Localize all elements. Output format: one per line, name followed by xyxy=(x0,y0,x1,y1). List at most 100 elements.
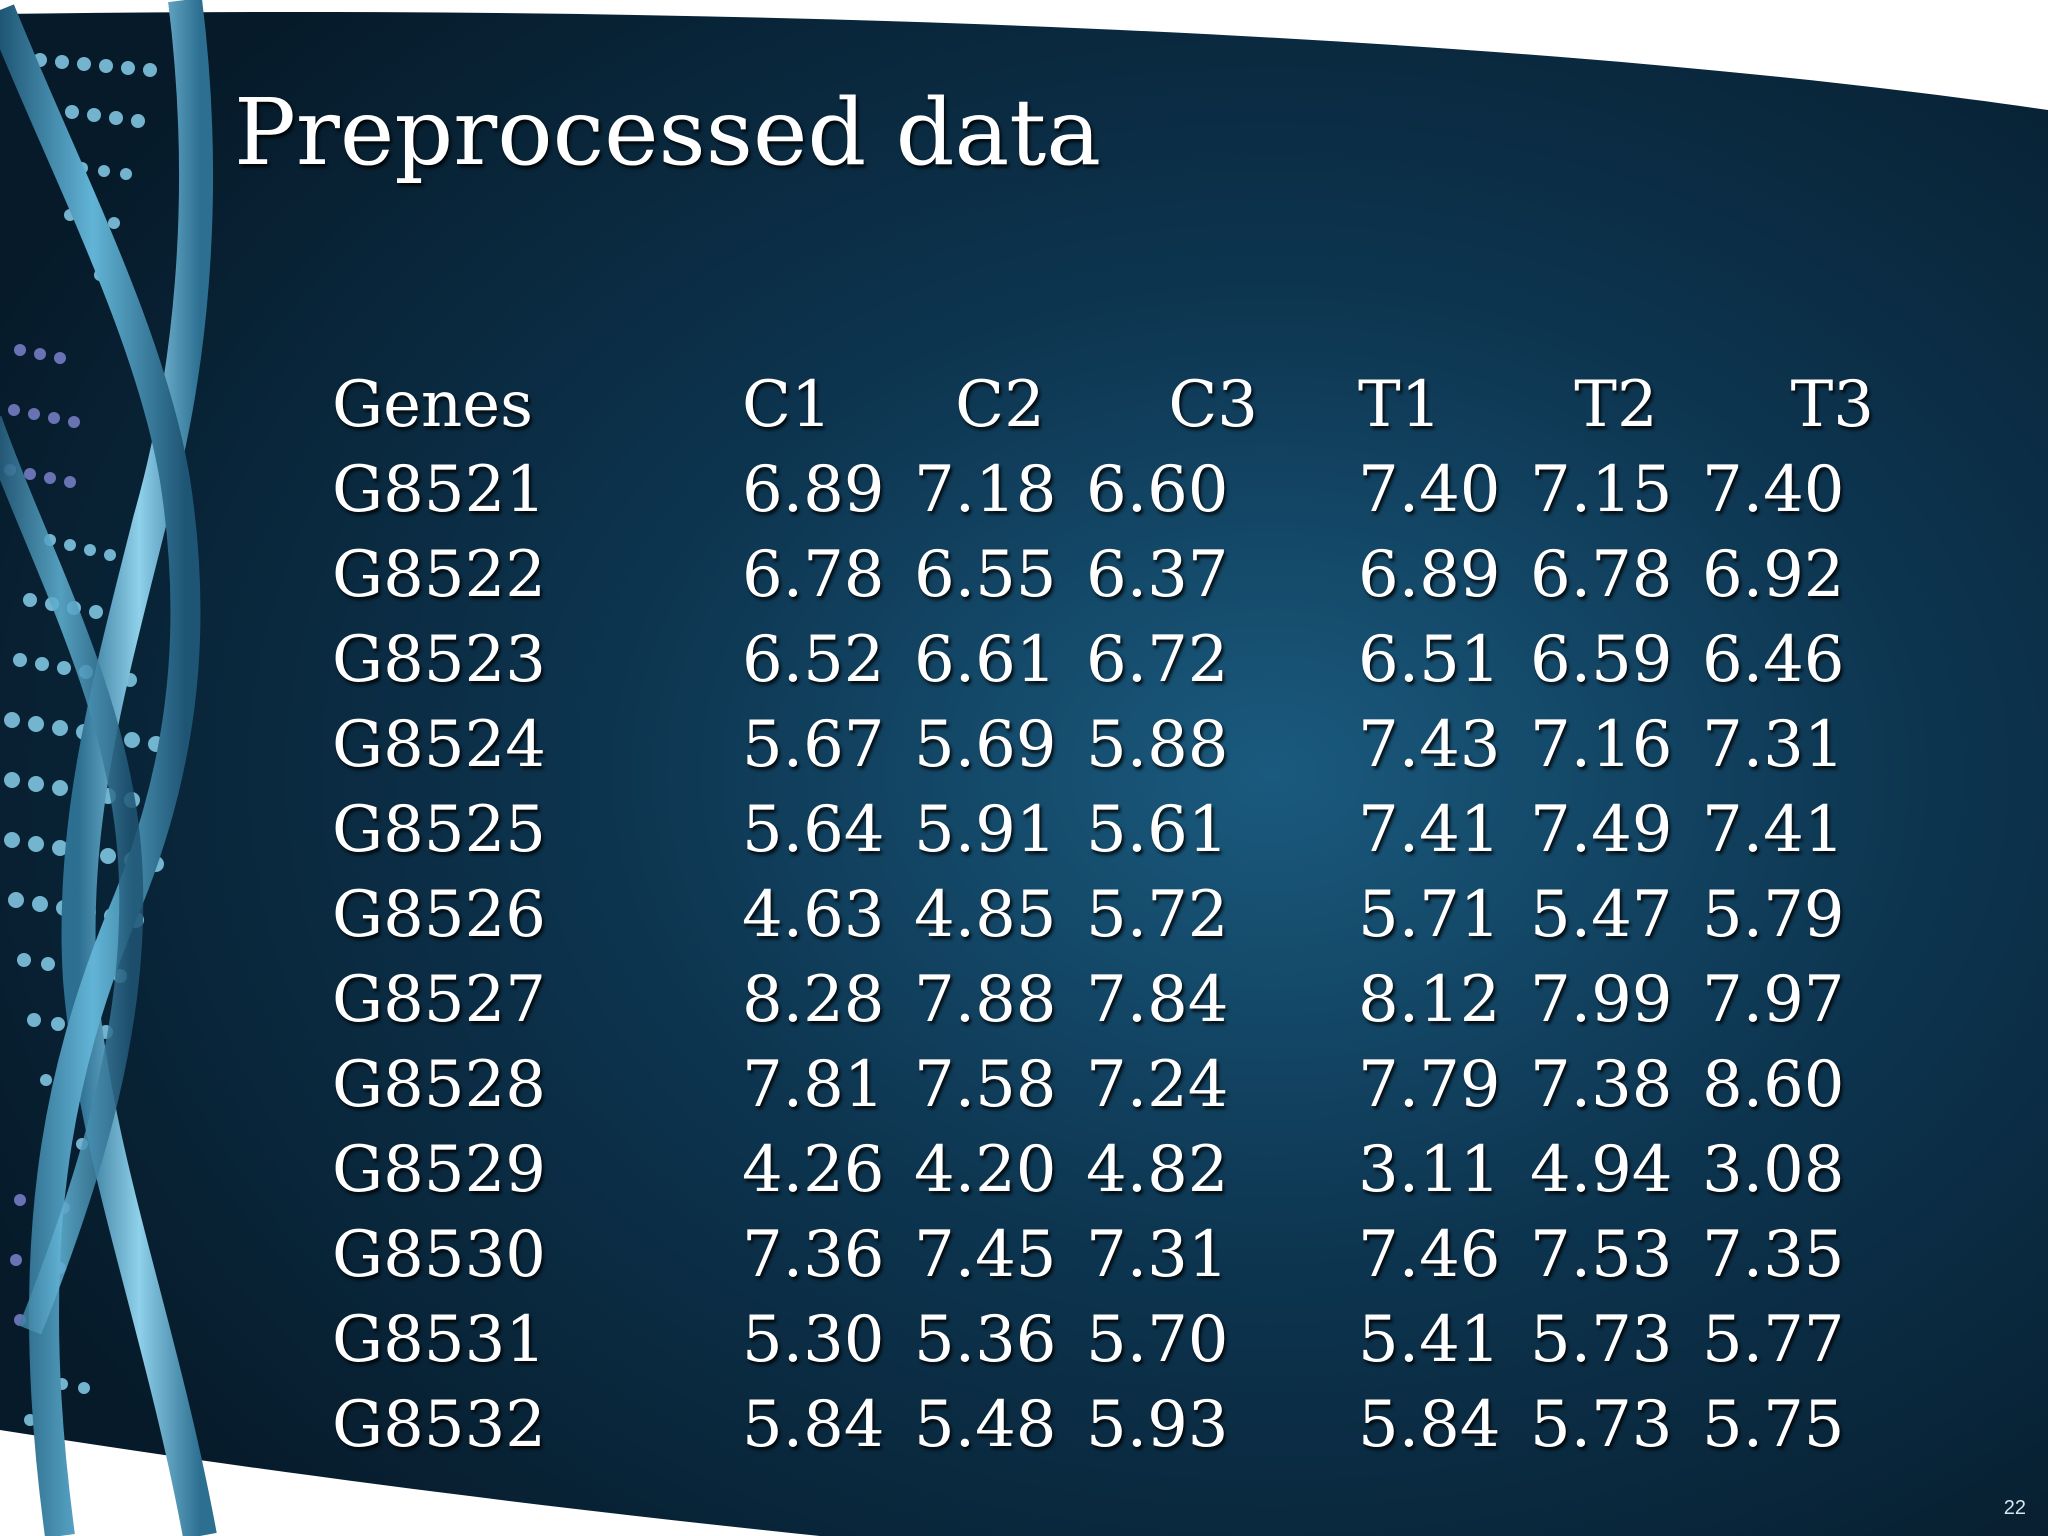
header-t3: T3 xyxy=(1790,367,1874,442)
t2-value: 7.99 xyxy=(1530,962,1673,1037)
gene-id: G8529 xyxy=(332,1132,546,1207)
c3-value: 7.84 xyxy=(1086,962,1229,1037)
table-row: G8526 4.63 4.85 5.72 5.71 5.47 5.79 xyxy=(332,872,1874,957)
gene-id: G8525 xyxy=(332,792,546,867)
c3-value: 5.70 xyxy=(1086,1302,1229,1377)
t3-value: 6.46 xyxy=(1702,622,1845,697)
c1-value: 4.26 xyxy=(742,1132,885,1207)
table-row: G8532 5.84 5.48 5.93 5.84 5.73 5.75 xyxy=(332,1382,1874,1467)
column-spacer xyxy=(1258,1382,1358,1467)
gene-id: G8521 xyxy=(332,452,546,527)
slide-title: Preprocessed data xyxy=(234,79,1102,186)
gene-id: G8524 xyxy=(332,707,546,782)
c2-value: 5.48 xyxy=(914,1387,1057,1462)
t1-value: 5.84 xyxy=(1358,1387,1501,1462)
table-row: G8531 5.30 5.36 5.70 5.41 5.73 5.77 xyxy=(332,1297,1874,1382)
c3-value: 4.82 xyxy=(1086,1132,1229,1207)
c2-value: 4.20 xyxy=(914,1132,1057,1207)
c3-value: 5.88 xyxy=(1086,707,1229,782)
c2-value: 7.58 xyxy=(914,1047,1057,1122)
t1-value: 5.41 xyxy=(1358,1302,1501,1377)
column-spacer xyxy=(1258,702,1358,787)
c3-value: 7.31 xyxy=(1086,1217,1229,1292)
c3-value: 6.60 xyxy=(1086,452,1229,527)
t3-value: 3.08 xyxy=(1702,1132,1845,1207)
column-spacer xyxy=(1258,1212,1358,1297)
t2-value: 4.94 xyxy=(1530,1132,1673,1207)
table-row: G8523 6.52 6.61 6.72 6.51 6.59 6.46 xyxy=(332,617,1874,702)
t1-value: 7.41 xyxy=(1358,792,1501,867)
c1-value: 5.84 xyxy=(742,1387,885,1462)
t3-value: 7.35 xyxy=(1702,1217,1845,1292)
t2-value: 7.53 xyxy=(1530,1217,1673,1292)
page-number: 22 xyxy=(2003,1497,2026,1519)
header-c2: C2 xyxy=(955,367,1045,442)
c3-value: 5.72 xyxy=(1086,877,1229,952)
c3-value: 5.93 xyxy=(1086,1387,1229,1462)
c1-value: 8.28 xyxy=(742,962,885,1037)
gene-expression-table: Genes C1 C2 C3 T1 T2 T3 G8521 6.89 7.18 6.6… xyxy=(332,362,1874,1467)
t2-value: 5.73 xyxy=(1530,1387,1673,1462)
t1-value: 5.71 xyxy=(1358,877,1501,952)
header-c3: C3 xyxy=(1168,367,1258,442)
t1-value: 6.89 xyxy=(1358,537,1501,612)
c2-value: 7.45 xyxy=(914,1217,1057,1292)
c1-value: 6.89 xyxy=(742,452,885,527)
column-spacer xyxy=(1258,1297,1358,1382)
column-spacer xyxy=(1258,957,1358,1042)
t1-value: 3.11 xyxy=(1358,1132,1501,1207)
header-genes: Genes xyxy=(332,367,533,442)
table-header-row: Genes C1 C2 C3 T1 T2 T3 xyxy=(332,362,1874,447)
c1-value: 5.67 xyxy=(742,707,885,782)
c2-value: 6.55 xyxy=(914,537,1057,612)
t3-value: 7.41 xyxy=(1702,792,1845,867)
c2-value: 5.36 xyxy=(914,1302,1057,1377)
t2-value: 6.59 xyxy=(1530,622,1673,697)
c2-value: 7.88 xyxy=(914,962,1057,1037)
c2-value: 5.69 xyxy=(914,707,1057,782)
column-spacer xyxy=(1258,787,1358,872)
t3-value: 7.40 xyxy=(1702,452,1845,527)
gene-id: G8527 xyxy=(332,962,546,1037)
table-body: G8521 6.89 7.18 6.60 7.40 7.15 7.40 G8522 6.78 6.… xyxy=(332,447,1874,1467)
c1-value: 6.78 xyxy=(742,537,885,612)
t3-value: 5.77 xyxy=(1702,1302,1845,1377)
t2-value: 7.15 xyxy=(1530,452,1673,527)
t3-value: 7.31 xyxy=(1702,707,1845,782)
table-row: G8527 8.28 7.88 7.84 8.12 7.99 7.97 xyxy=(332,957,1874,1042)
gene-id: G8526 xyxy=(332,877,546,952)
t1-value: 6.51 xyxy=(1358,622,1501,697)
c2-value: 7.18 xyxy=(914,452,1057,527)
gene-id: G8523 xyxy=(332,622,546,697)
column-spacer xyxy=(1258,1127,1358,1212)
header-t2: T2 xyxy=(1574,367,1658,442)
gene-id: G8531 xyxy=(332,1302,546,1377)
c1-value: 7.36 xyxy=(742,1217,885,1292)
t3-value: 5.75 xyxy=(1702,1387,1845,1462)
c3-value: 7.24 xyxy=(1086,1047,1229,1122)
gene-id: G8532 xyxy=(332,1387,546,1462)
t2-value: 5.47 xyxy=(1530,877,1673,952)
c1-value: 5.64 xyxy=(742,792,885,867)
header-t1: T1 xyxy=(1358,367,1442,442)
t1-value: 7.43 xyxy=(1358,707,1501,782)
gene-id: G8522 xyxy=(332,537,546,612)
table-row: G8525 5.64 5.91 5.61 7.41 7.49 7.41 xyxy=(332,787,1874,872)
t1-value: 8.12 xyxy=(1358,962,1501,1037)
table-row: G8529 4.26 4.20 4.82 3.11 4.94 3.08 xyxy=(332,1127,1874,1212)
t3-value: 7.97 xyxy=(1702,962,1845,1037)
c3-value: 6.37 xyxy=(1086,537,1229,612)
dna-helix-image xyxy=(0,0,217,1536)
c2-value: 4.85 xyxy=(914,877,1057,952)
t3-value: 8.60 xyxy=(1702,1047,1845,1122)
t3-value: 6.92 xyxy=(1702,537,1845,612)
c2-value: 6.61 xyxy=(914,622,1057,697)
table-row: G8524 5.67 5.69 5.88 7.43 7.16 7.31 xyxy=(332,702,1874,787)
table-row: G8530 7.36 7.45 7.31 7.46 7.53 7.35 xyxy=(332,1212,1874,1297)
column-spacer xyxy=(1258,617,1358,702)
column-spacer xyxy=(1258,362,1358,447)
table-row: G8521 6.89 7.18 6.60 7.40 7.15 7.40 xyxy=(332,447,1874,532)
column-spacer xyxy=(1258,1042,1358,1127)
